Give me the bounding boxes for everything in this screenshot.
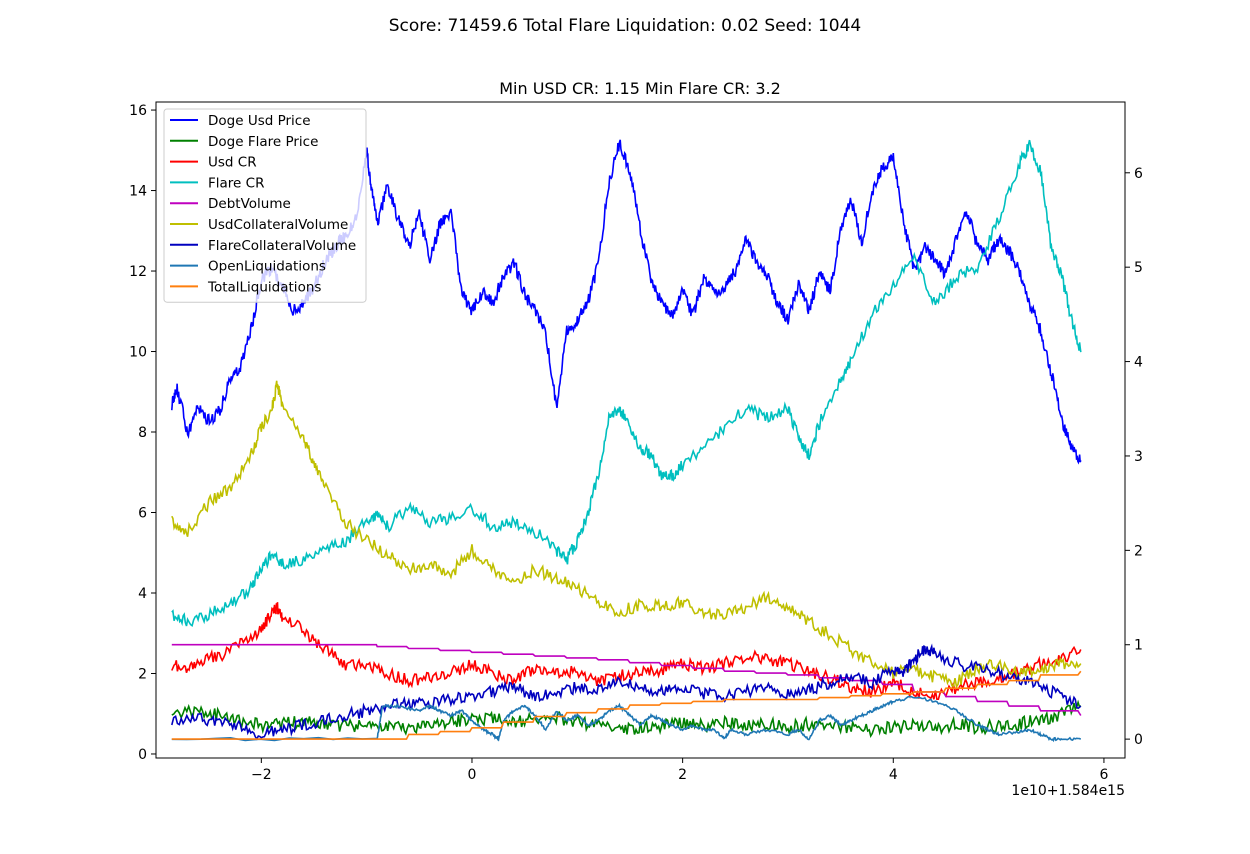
legend-label: OpenLiquidations	[208, 259, 326, 275]
y-left-tick-label: 0	[138, 747, 147, 763]
y-axis-left: 0 2 4 6 8 10 12 14 16	[129, 103, 156, 763]
y-right-tick-label: 5	[1134, 260, 1143, 276]
x-tick-label: −2	[251, 767, 272, 783]
legend-box	[163, 108, 367, 303]
series-layer	[171, 139, 1082, 743]
x-axis: −2 0 2 4 6	[251, 758, 1108, 783]
legend-label: UsdCollateralVolume	[208, 217, 348, 233]
series-line-debtvolume	[171, 643, 1082, 716]
y-axis-right: 0 1 2 3 4 5 6	[1125, 166, 1143, 748]
series-line-flarecollateralvolume	[171, 643, 1082, 741]
y-right-tick-label: 2	[1134, 543, 1143, 559]
chart-title: Min USD CR: 1.15 Min Flare CR: 3.2	[499, 79, 781, 98]
legend-label: Flare CR	[208, 175, 264, 191]
legend-label: Doge Flare Price	[208, 134, 318, 150]
y-left-tick-label: 14	[129, 184, 147, 200]
figure-suptitle: Score: 71459.6 Total Flare Liquidation: …	[389, 16, 862, 36]
x-tick-label: 6	[1099, 767, 1108, 783]
y-right-tick-label: 6	[1134, 166, 1143, 182]
legend-label: Usd CR	[208, 155, 257, 171]
x-axis-offset-label: 1e10+1.584e15	[1011, 783, 1125, 799]
x-tick-label: 0	[468, 767, 477, 783]
series-line-flare-cr	[171, 139, 1082, 628]
series-line-doge-flare-price	[171, 699, 1082, 739]
y-left-tick-label: 6	[138, 506, 147, 522]
legend-label: FlareCollateralVolume	[208, 238, 356, 254]
y-right-tick-label: 1	[1134, 638, 1143, 654]
y-left-tick-label: 12	[129, 264, 147, 280]
y-left-tick-label: 8	[138, 425, 147, 441]
y-left-tick-label: 4	[138, 586, 147, 602]
legend-label: DebtVolume	[208, 196, 291, 212]
x-tick-label: 4	[889, 767, 898, 783]
y-left-tick-label: 10	[129, 345, 147, 361]
series-line-totalliquidations	[171, 670, 1082, 740]
legend-label: Doge Usd Price	[208, 113, 311, 129]
y-right-tick-label: 0	[1134, 732, 1143, 748]
legend-label: TotalLiquidations	[207, 279, 321, 295]
y-left-tick-label: 2	[138, 666, 147, 682]
y-right-tick-label: 4	[1134, 355, 1143, 371]
legend: Doge Usd Price Doge Flare Price Usd CR Flar…	[163, 108, 367, 303]
x-tick-label: 2	[678, 767, 687, 783]
y-left-tick-label: 16	[129, 103, 147, 119]
y-right-tick-label: 3	[1134, 449, 1143, 465]
series-line-usdcollateralvolume	[171, 380, 1082, 689]
plot-frame	[155, 101, 1126, 759]
